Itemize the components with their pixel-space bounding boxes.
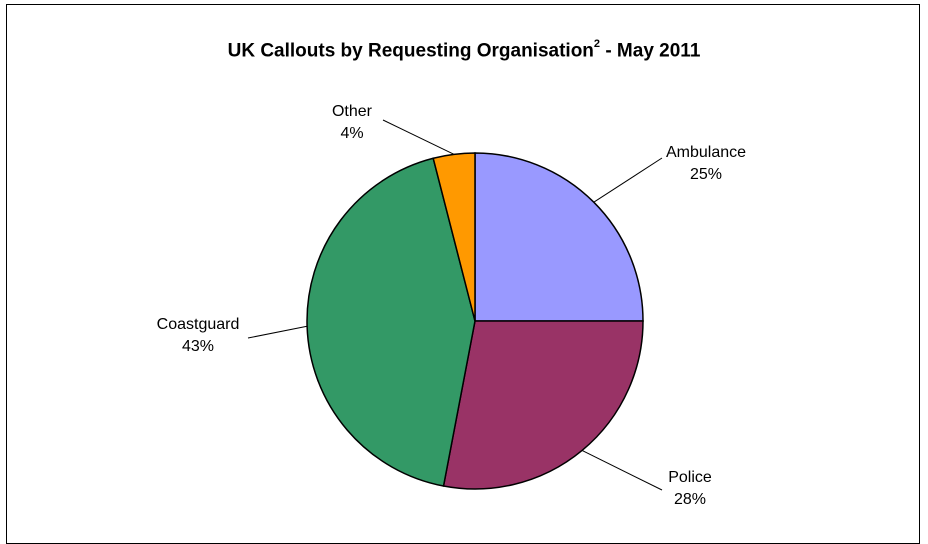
slice-percent-ambulance: 25% [690,166,722,183]
pie-slice-ambulance [474,152,644,322]
slice-label-ambulance: Ambulance [666,144,746,161]
chart-title: UK Callouts by Requesting Organisation2 … [0,38,928,62]
pie-slice-police [442,320,644,490]
slice-percent-other: 4% [340,125,363,142]
slice-percent-coastguard: 43% [182,338,214,355]
leader-line-coastguard [247,325,308,339]
slice-percent-police: 28% [674,491,706,508]
slice-label-coastguard: Coastguard [157,316,240,333]
pie-slice-coastguard [306,157,476,487]
slice-label-police: Police [668,469,712,486]
pie-slice-other [432,152,476,322]
chart-title-main: UK Callouts by Requesting Organisation [227,40,594,62]
leader-line-ambulance [593,157,663,203]
chart-title-suffix: - May 2011 [600,40,701,62]
pie-chart: Ambulance 25% Police 28% Coastguard 43% Other 4… [157,103,746,508]
chart-title-superscript: 2 [593,38,601,50]
leader-line-other [382,119,455,155]
leader-line-police [581,450,663,491]
slice-label-other: Other [332,103,373,120]
